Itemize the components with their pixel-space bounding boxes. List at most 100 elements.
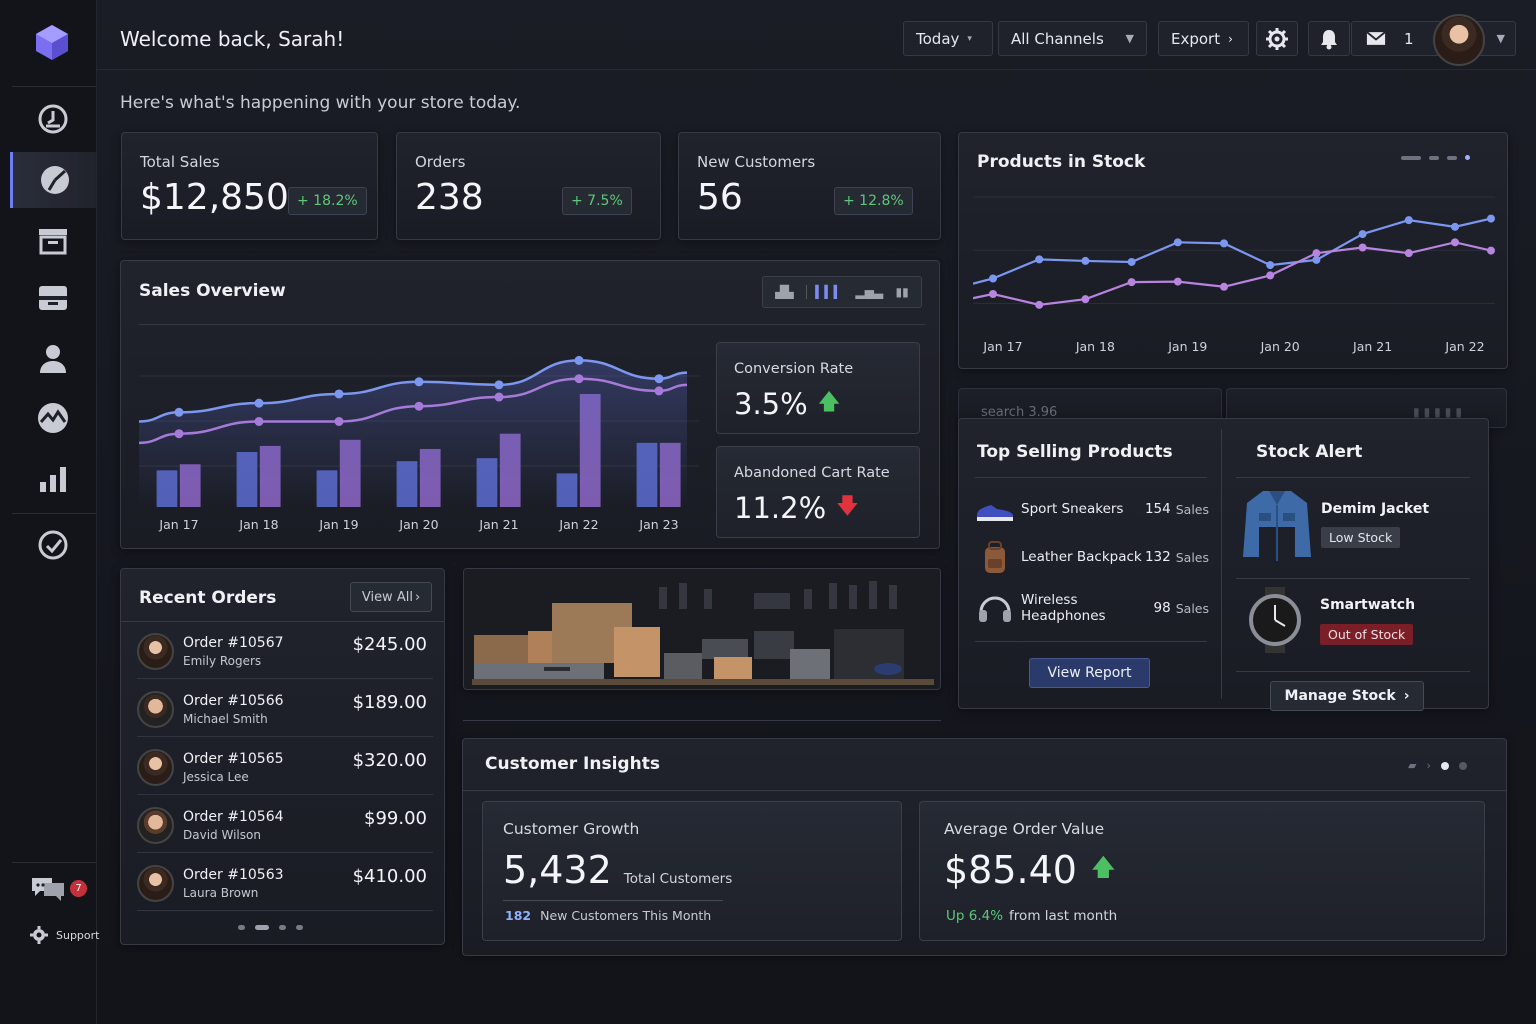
divider bbox=[463, 790, 1506, 791]
data-point bbox=[334, 416, 344, 426]
settings-button[interactable] bbox=[1256, 21, 1298, 56]
kpi-card-new-customers: New Customers 56 + 12.8% bbox=[678, 132, 941, 240]
order-customer: Laura Brown bbox=[183, 886, 259, 900]
x-tick-label: Jan 18 bbox=[239, 517, 279, 532]
headphones-icon bbox=[979, 596, 1011, 622]
sidebar-item-archive[interactable] bbox=[10, 212, 96, 268]
customer-avatar bbox=[137, 865, 174, 902]
x-tick-label: Jan 21 bbox=[1353, 339, 1393, 354]
sales-overview-title: Sales Overview bbox=[139, 281, 286, 301]
sidebar-item-activity[interactable] bbox=[10, 390, 96, 446]
user-avatar[interactable] bbox=[1433, 14, 1485, 66]
order-customer: Emily Rogers bbox=[183, 654, 262, 668]
bell-icon bbox=[1321, 29, 1337, 49]
kpi-value: 238 bbox=[415, 177, 484, 218]
cube-logo-icon[interactable] bbox=[32, 22, 72, 62]
sidebar-item-analytics[interactable] bbox=[10, 152, 96, 208]
divider bbox=[975, 641, 1207, 642]
dot[interactable] bbox=[1447, 155, 1457, 160]
dot[interactable] bbox=[1401, 155, 1421, 160]
kpi-delta-badge: + 12.8% bbox=[834, 187, 913, 215]
sidebar-item-users[interactable] bbox=[10, 330, 96, 386]
x-tick-label: Jan 18 bbox=[1075, 339, 1115, 354]
data-point bbox=[174, 407, 184, 417]
order-id: Order #10566 bbox=[183, 693, 284, 709]
stack-chart-toggle-icon[interactable]: ▮▮ bbox=[895, 285, 909, 299]
dot-active[interactable] bbox=[255, 925, 269, 930]
manage-stock-button[interactable]: Manage Stock › bbox=[1270, 681, 1424, 711]
dot[interactable] bbox=[279, 925, 286, 930]
product-row-headphones[interactable]: Wireless Headphones 98 Sales bbox=[975, 584, 1209, 632]
chat-icon[interactable] bbox=[30, 874, 66, 902]
order-row[interactable]: Order #10564 David Wilson $99.00 bbox=[137, 795, 433, 853]
kpi-value: 56 bbox=[697, 177, 743, 218]
order-amount: $99.00 bbox=[364, 808, 427, 829]
order-row[interactable]: Order #10563 Laura Brown $410.00 bbox=[137, 853, 433, 911]
x-tick-label: Jan 17 bbox=[983, 339, 1023, 354]
order-row[interactable]: Order #10567 Emily Rogers $245.00 bbox=[137, 621, 433, 679]
page-subtitle: Here's what's happening with your store … bbox=[120, 93, 521, 113]
conversion-rate-value: 3.5% bbox=[734, 387, 808, 421]
data-point bbox=[1404, 249, 1413, 258]
chart-type-toggle: ▟▙ ▍▍▍ ▂▅▃ ▮▮ bbox=[762, 276, 922, 308]
data-point bbox=[1220, 282, 1228, 291]
grouped-chart-toggle-icon[interactable]: ▂▅▃ bbox=[855, 285, 884, 299]
mail-count: 1 bbox=[1404, 29, 1414, 48]
divider bbox=[503, 900, 723, 901]
sidebar-item-reports[interactable] bbox=[10, 450, 96, 506]
arrow-down-icon: 🡇 bbox=[836, 494, 859, 519]
x-tick-label: Jan 21 bbox=[479, 517, 519, 532]
customer-growth-unit: Total Customers bbox=[623, 871, 733, 887]
data-point bbox=[1312, 255, 1321, 264]
arrow-up-icon: 🡅 bbox=[817, 390, 841, 415]
order-row[interactable]: Order #10565 Jessica Lee $320.00 bbox=[137, 737, 433, 795]
x-tick-label: Jan 20 bbox=[399, 517, 439, 532]
mail-icon bbox=[1366, 31, 1386, 45]
inbox-icon bbox=[39, 286, 67, 310]
activity-icon bbox=[38, 403, 68, 433]
customer-growth-card: Customer Growth 5,432 Total Customers 18… bbox=[482, 801, 902, 941]
dot[interactable] bbox=[238, 925, 245, 930]
support-link[interactable]: Support bbox=[30, 926, 99, 944]
sidebar-divider bbox=[12, 86, 96, 87]
sidebar-item-inbox[interactable] bbox=[10, 270, 96, 326]
view-all-button[interactable]: View All › bbox=[350, 582, 432, 612]
customer-avatar bbox=[137, 807, 174, 844]
data-point bbox=[574, 374, 584, 384]
video-icon[interactable]: ▰ bbox=[1408, 759, 1417, 772]
dot-active[interactable] bbox=[1440, 761, 1449, 770]
stock-item-name: Demim Jacket bbox=[1321, 501, 1430, 517]
data-point bbox=[989, 274, 997, 283]
chevron-right-icon: › bbox=[414, 589, 421, 605]
order-row[interactable]: Order #10566 Michael Smith $189.00 bbox=[137, 679, 433, 737]
data-point bbox=[1312, 249, 1321, 258]
date-filter-dropdown[interactable]: Today ▾ bbox=[903, 21, 993, 56]
dot[interactable] bbox=[1429, 155, 1439, 160]
data-point bbox=[1220, 239, 1228, 248]
dot[interactable] bbox=[1458, 761, 1467, 770]
channel-filter-dropdown[interactable]: All Channels ▼ bbox=[998, 21, 1147, 56]
sidebar-item-goals[interactable] bbox=[10, 517, 96, 573]
smartwatch-image bbox=[1249, 587, 1301, 653]
product-row-sneakers[interactable]: Sport Sneakers 154 Sales bbox=[975, 485, 1209, 533]
new-customers-count: 182 bbox=[505, 908, 532, 923]
bar-chart-toggle-icon[interactable]: ▟▙ bbox=[775, 285, 794, 299]
target-icon bbox=[38, 530, 68, 560]
chevron-right-icon: › bbox=[1228, 31, 1233, 46]
view-report-button[interactable]: View Report bbox=[1029, 658, 1150, 688]
export-button[interactable]: Export › bbox=[1158, 21, 1249, 56]
kpi-card-total-sales: Total Sales $12,850 + 18.2% bbox=[121, 132, 378, 240]
divider bbox=[1236, 477, 1470, 478]
product-row-backpack[interactable]: Leather Backpack 132 Sales bbox=[975, 533, 1209, 581]
divider bbox=[139, 324, 925, 325]
sidebar-item-dashboard[interactable] bbox=[10, 90, 96, 146]
kpi-label: Total Sales bbox=[140, 153, 220, 171]
dot-active[interactable] bbox=[1465, 155, 1470, 160]
data-point bbox=[254, 398, 264, 408]
dot[interactable] bbox=[296, 925, 303, 930]
column-chart-toggle-icon[interactable]: ▍▍▍ bbox=[806, 285, 843, 299]
analytics-icon bbox=[40, 166, 69, 194]
order-customer: Jessica Lee bbox=[183, 770, 249, 784]
chevron-right-icon[interactable]: › bbox=[1426, 759, 1431, 772]
notifications-button[interactable] bbox=[1308, 21, 1350, 56]
